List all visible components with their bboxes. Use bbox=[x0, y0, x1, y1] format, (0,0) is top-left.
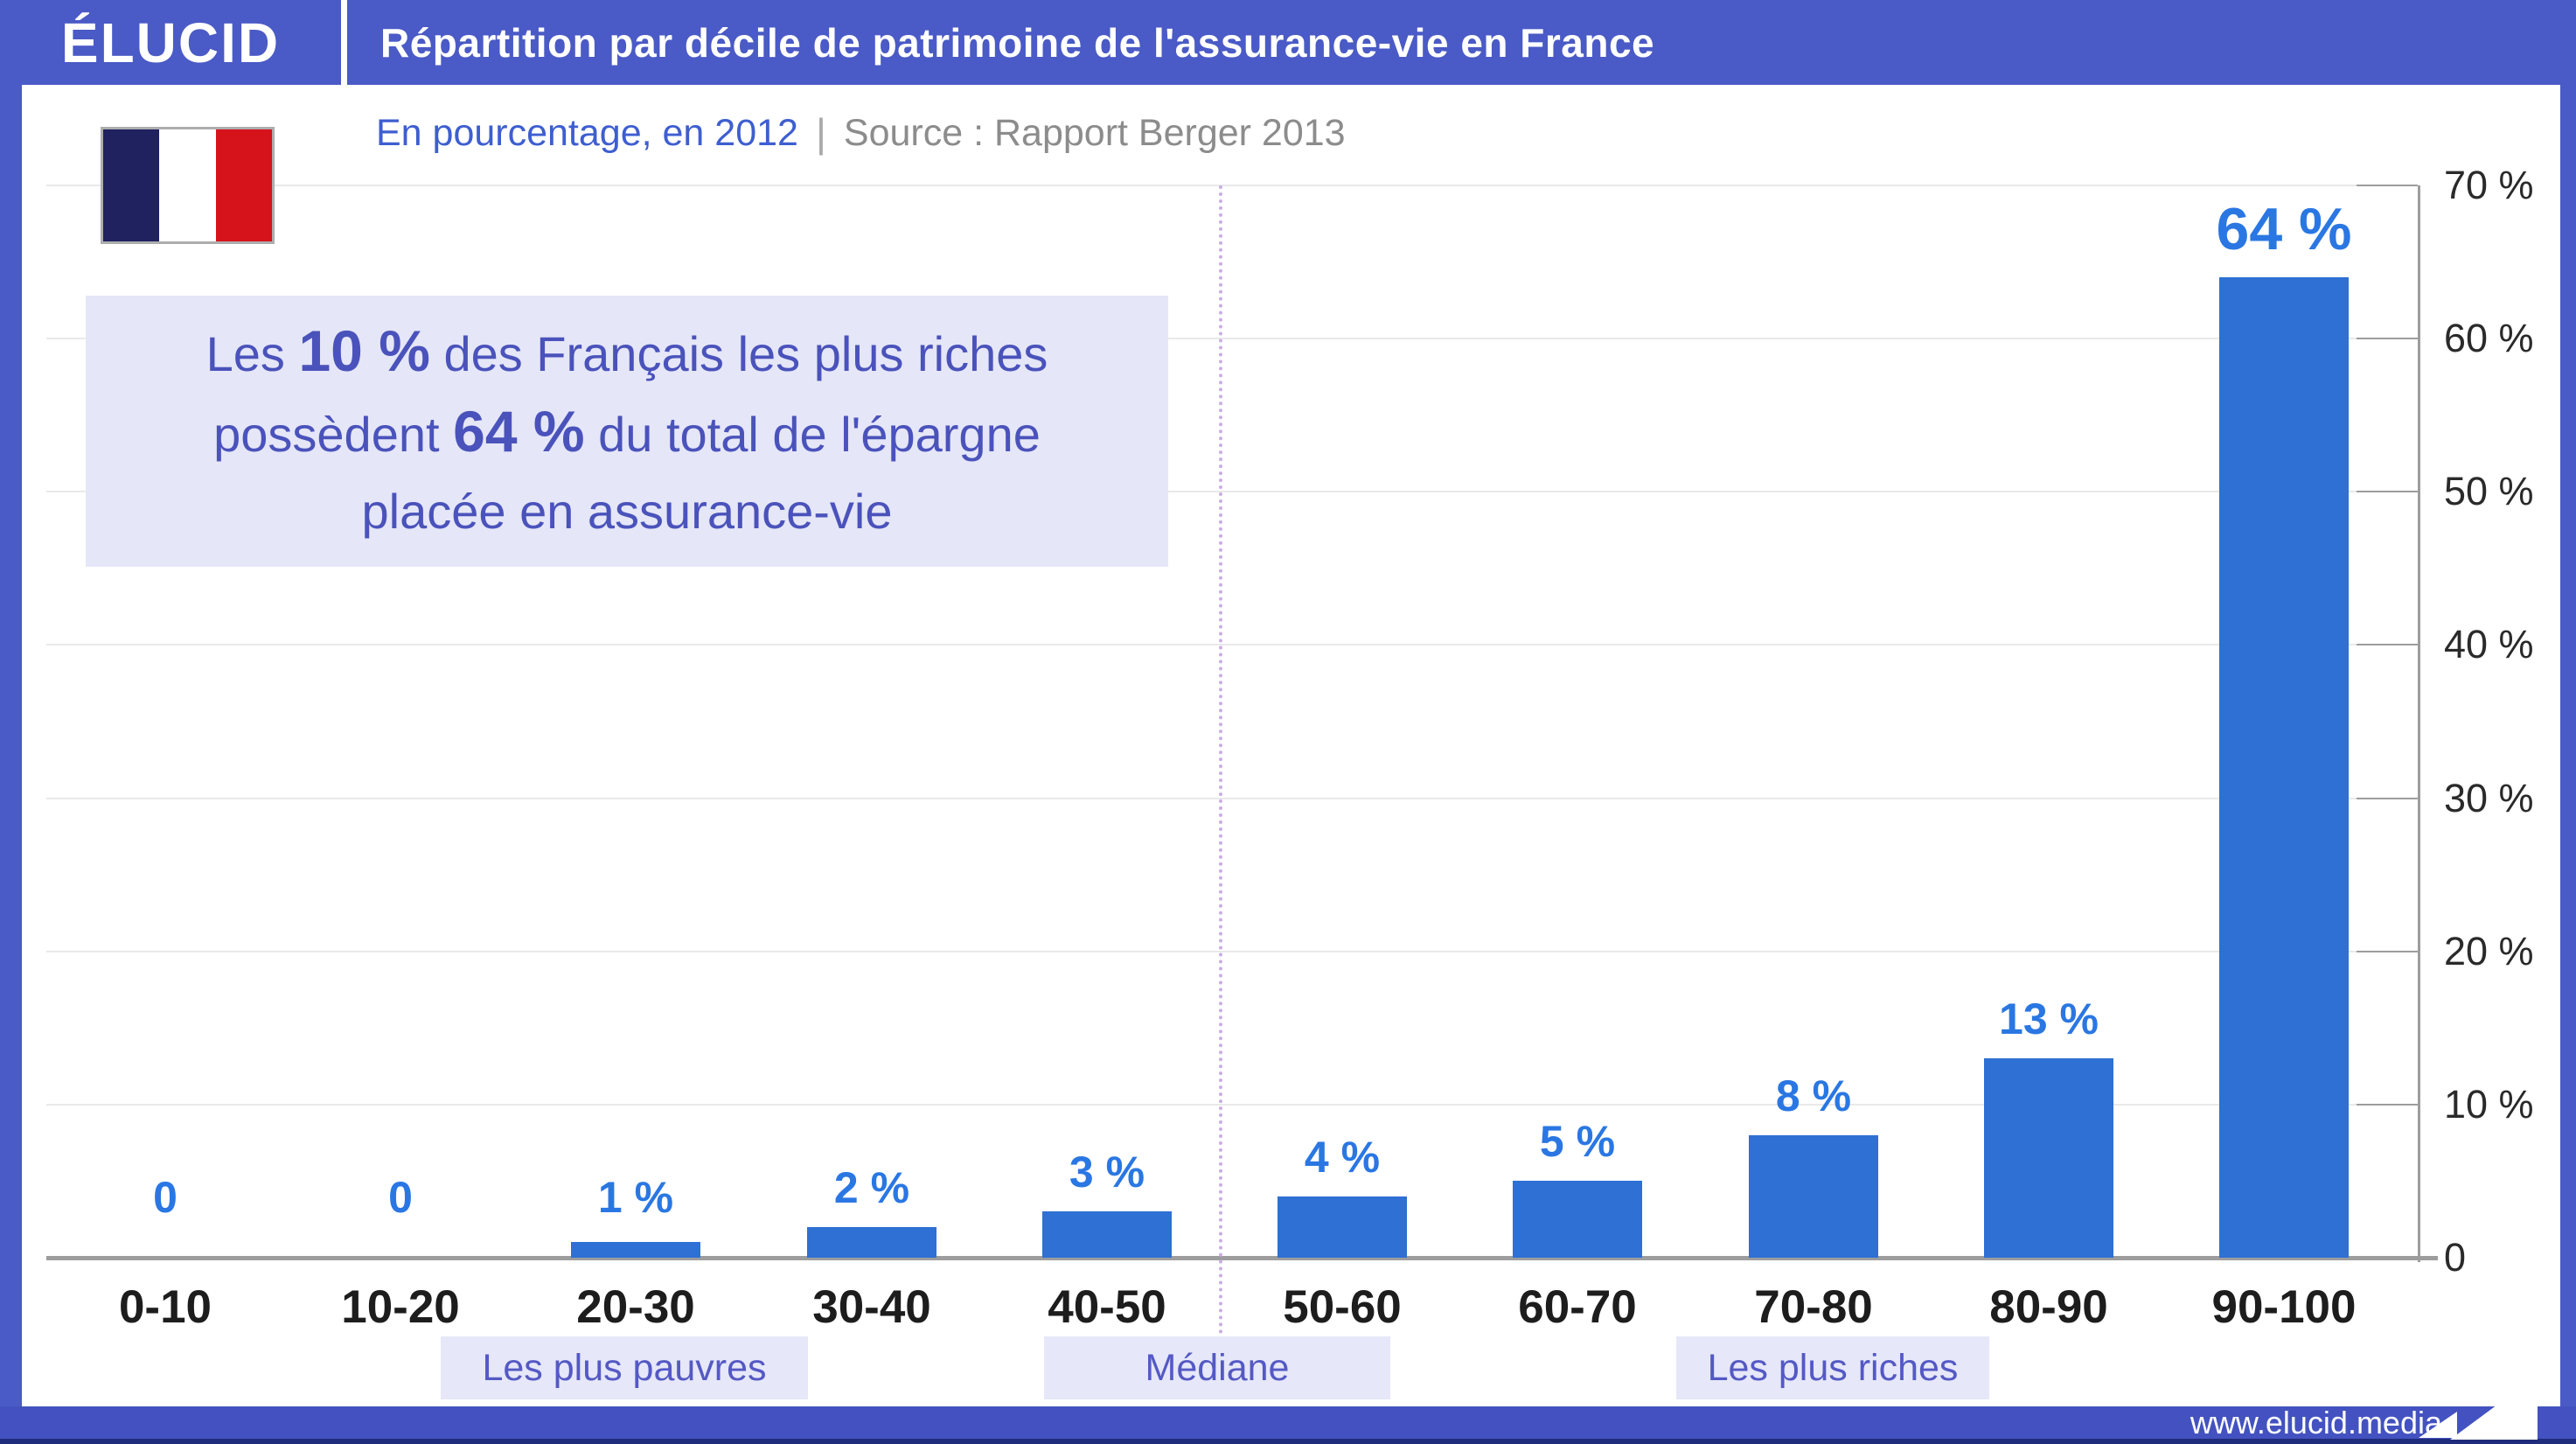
bar-value-label-40-50: 3 % bbox=[1069, 1148, 1145, 1196]
bar-20-30 bbox=[571, 1242, 700, 1258]
y-axis-tick-10 bbox=[2357, 1103, 2418, 1106]
y-axis-tick-70 bbox=[2357, 185, 2418, 186]
x-tick-label-80-90: 80-90 bbox=[1989, 1281, 2108, 1333]
footer-bottom-edge bbox=[0, 1439, 2576, 1444]
y-tick-label-60: 60 % bbox=[2444, 316, 2534, 361]
x-tick-label-0-10: 0-10 bbox=[118, 1281, 212, 1333]
zone-badge-2: Médiane bbox=[1044, 1336, 1390, 1399]
callout-text: placée en assurance-vie bbox=[361, 484, 893, 539]
y-axis-tick-20 bbox=[2357, 950, 2418, 952]
callout-line-1: Les 10 % des Français les plus riches bbox=[206, 312, 1048, 393]
x-tick-label-60-70: 60-70 bbox=[1518, 1281, 1637, 1333]
bar-value-label-50-60: 4 % bbox=[1304, 1133, 1381, 1182]
y-axis-line bbox=[2418, 185, 2420, 1262]
flag-blue-stripe bbox=[103, 129, 160, 241]
bar-40-50 bbox=[1042, 1211, 1172, 1258]
y-tick-label-30: 30 % bbox=[2444, 775, 2534, 820]
page-title: Répartition par décile de patrimoine de … bbox=[380, 19, 1655, 66]
gridline-70 bbox=[46, 185, 2418, 186]
subtitle-period: En pourcentage, en 2012 bbox=[376, 111, 798, 154]
x-tick-label-40-50: 40-50 bbox=[1048, 1281, 1166, 1333]
bar-value-label-0-10: 0 bbox=[153, 1173, 178, 1222]
bar-60-70 bbox=[1513, 1181, 1642, 1258]
median-divider-line bbox=[1219, 185, 1222, 1335]
bar-value-label-60-70: 5 % bbox=[1539, 1117, 1616, 1166]
x-tick-label-30-40: 30-40 bbox=[812, 1281, 931, 1333]
callout-highlight: 64 % bbox=[453, 399, 585, 464]
gridline-50 bbox=[46, 491, 2418, 493]
bar-value-label-30-40: 2 % bbox=[833, 1163, 910, 1212]
subtitle-pipe: | bbox=[815, 110, 826, 156]
gridline-40 bbox=[46, 644, 2418, 646]
x-tick-label-20-30: 20-30 bbox=[576, 1281, 695, 1333]
callout-highlight: 10 % bbox=[298, 318, 430, 383]
y-tick-label-20: 20 % bbox=[2444, 928, 2534, 973]
x-tick-label-10-20: 10-20 bbox=[341, 1281, 460, 1333]
y-tick-label-50: 50 % bbox=[2444, 469, 2534, 514]
y-axis-tick-50 bbox=[2357, 491, 2418, 493]
gridline-10 bbox=[46, 1103, 2418, 1106]
bar-value-label-20-30: 1 % bbox=[597, 1173, 674, 1222]
callout-text: du total de l'épargne bbox=[584, 407, 1041, 462]
bar-value-label-10-20: 0 bbox=[388, 1173, 413, 1222]
y-tick-label-40: 40 % bbox=[2444, 622, 2534, 667]
frame-border-right bbox=[2560, 85, 2576, 1408]
footer-website-url: www.elucid.media bbox=[2190, 1405, 2442, 1441]
x-tick-label-50-60: 50-60 bbox=[1283, 1281, 1402, 1333]
chart-subtitle: En pourcentage, en 2012 | Source : Rappo… bbox=[376, 107, 1346, 159]
header-separator bbox=[341, 0, 347, 85]
callout-line-2: possèdent 64 % du total de l'épargne bbox=[213, 393, 1041, 473]
gridline-60 bbox=[46, 338, 2418, 340]
zone-badge-3: Les plus riches bbox=[1676, 1336, 1989, 1399]
gridline-20 bbox=[46, 950, 2418, 952]
france-flag-icon bbox=[101, 127, 275, 244]
bar-90-100 bbox=[2219, 277, 2349, 1258]
flag-red-stripe bbox=[215, 129, 272, 241]
bar-value-label-90-100: 64 % bbox=[2216, 196, 2352, 262]
x-axis-line bbox=[46, 1256, 2438, 1260]
x-tick-label-70-80: 70-80 bbox=[1754, 1281, 1873, 1333]
bar-value-label-80-90: 13 % bbox=[1999, 994, 2099, 1043]
bar-value-label-70-80: 8 % bbox=[1775, 1071, 1852, 1120]
elucid-logo: ÉLUCID bbox=[0, 0, 341, 85]
elucid-logo-text: ÉLUCID bbox=[60, 10, 281, 74]
callout-text: des Français les plus riches bbox=[429, 326, 1048, 381]
y-axis-tick-60 bbox=[2357, 338, 2418, 340]
bar-30-40 bbox=[807, 1227, 936, 1258]
frame-border-left bbox=[0, 85, 22, 1408]
y-axis-tick-40 bbox=[2357, 644, 2418, 646]
key-insight-callout: Les 10 % des Français les plus riches pos… bbox=[86, 296, 1168, 567]
y-axis-tick-30 bbox=[2357, 797, 2418, 799]
zone-badge-1: Les plus pauvres bbox=[441, 1336, 808, 1399]
y-tick-label-10: 10 % bbox=[2444, 1081, 2534, 1127]
bar-80-90 bbox=[1984, 1058, 2113, 1258]
header-bar: ÉLUCID Répartition par décile de patrimo… bbox=[0, 0, 2576, 85]
footer-bar bbox=[0, 1406, 2576, 1439]
callout-line-3: placée en assurance-vie bbox=[361, 473, 892, 550]
y-tick-label-0: 0 bbox=[2444, 1235, 2467, 1280]
x-tick-label-90-100: 90-100 bbox=[2211, 1281, 2357, 1333]
bar-50-60 bbox=[1278, 1196, 1407, 1258]
gridline-30 bbox=[46, 797, 2418, 799]
flag-white-stripe bbox=[159, 129, 216, 241]
subtitle-source: Source : Rapport Berger 2013 bbox=[843, 111, 1346, 154]
callout-text: possèdent bbox=[213, 407, 454, 462]
bar-70-80 bbox=[1749, 1135, 1878, 1258]
callout-text: Les bbox=[205, 326, 299, 381]
y-tick-label-70: 70 % bbox=[2444, 163, 2534, 207]
